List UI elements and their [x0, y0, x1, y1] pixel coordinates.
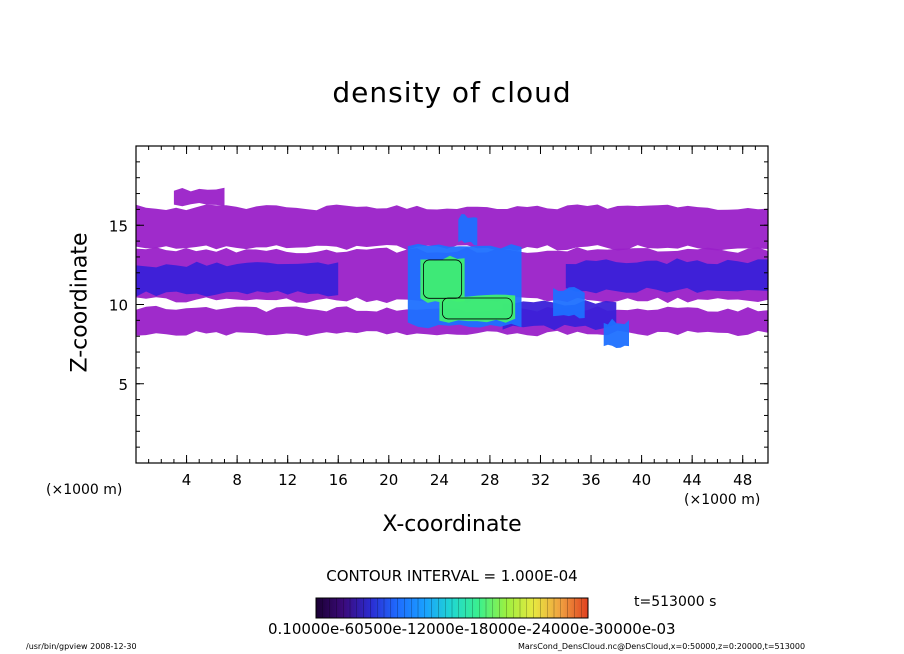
x-unit-label-right: (×1000 m): [684, 492, 761, 508]
footer-program: /usr/bin/gpview 2008-12-30: [26, 642, 137, 651]
x-tick-label: 4: [182, 471, 192, 489]
x-tick-label: 48: [733, 471, 752, 489]
y-axis: 5 10 15: [109, 161, 768, 448]
cloud-region-faint: [136, 204, 768, 251]
chart-title: density of cloud: [332, 76, 572, 109]
cloud-region-mid: [136, 261, 339, 297]
x-tick-label: 16: [329, 471, 348, 489]
x-tick-label: 12: [278, 471, 297, 489]
x-tick-label: 40: [632, 471, 651, 489]
cloud-region-high: [553, 287, 585, 319]
cloud-region-faint: [173, 187, 225, 207]
time-label: t=513000 s: [634, 594, 717, 610]
x-tick-label: 36: [581, 471, 600, 489]
y-tick-label: 10: [109, 297, 128, 315]
x-tick-label: 8: [232, 471, 242, 489]
footer-source: MarsCond_DensCloud.nc@DensCloud,x=0:5000…: [518, 642, 806, 651]
cloud-field: [136, 187, 768, 348]
x-tick-label: 28: [480, 471, 499, 489]
x-axis: 4 8 12 16 20 24 28 32 36 40 44 48: [148, 146, 756, 489]
x-tick-label: 20: [379, 471, 398, 489]
cloud-region-high: [458, 214, 478, 246]
colorbar-labels: 0.10000e-60500e-12000e-18000e-24000e-300…: [268, 620, 676, 638]
contour-line: [441, 297, 513, 320]
cloud-region-core: [420, 255, 465, 303]
cloud-region-core: [439, 294, 516, 323]
x-axis-label: X-coordinate: [382, 512, 522, 537]
contour-interval: CONTOUR INTERVAL = 1.000E-04: [326, 567, 578, 585]
cloud-region-high: [603, 318, 629, 348]
cloud-region-mid: [565, 258, 768, 294]
y-tick-label: 5: [118, 376, 128, 394]
contour-line: [422, 259, 463, 299]
colorbar-ticks: [315, 598, 589, 618]
y-axis-label: Z-coordinate: [67, 232, 93, 373]
x-tick-label: 24: [430, 471, 449, 489]
x-tick-label: 44: [683, 471, 702, 489]
x-tick-label: 32: [531, 471, 550, 489]
x-unit-label: (×1000 m): [46, 482, 123, 498]
y-tick-label: 15: [109, 217, 128, 235]
